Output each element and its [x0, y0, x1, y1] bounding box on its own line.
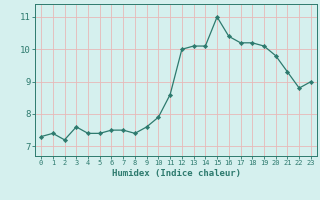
X-axis label: Humidex (Indice chaleur): Humidex (Indice chaleur)	[111, 169, 241, 178]
